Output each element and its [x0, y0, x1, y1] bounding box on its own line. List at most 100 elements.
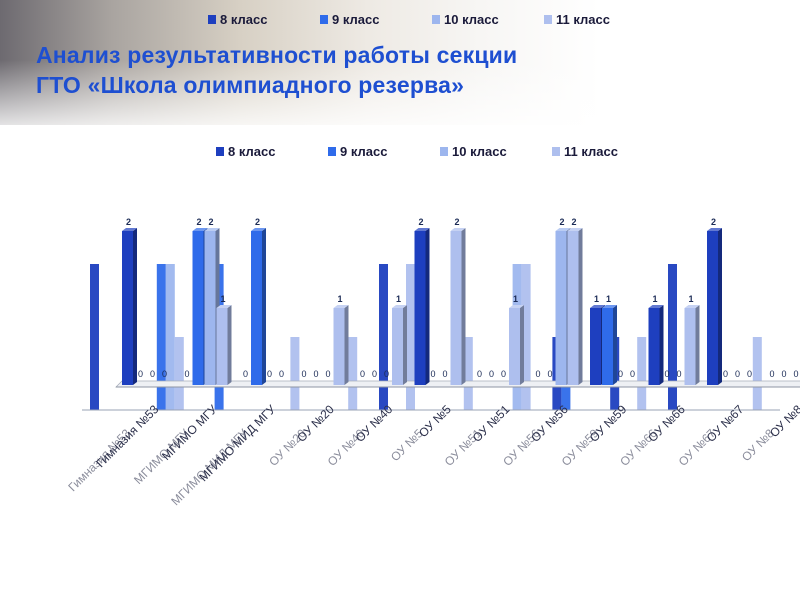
bar-top-2-3 [251, 228, 266, 231]
legend-middle-swatch-2 [328, 147, 336, 156]
data-label-3-1: 0 [150, 369, 155, 379]
x-tick-label-shadow-4: ОУ №20 [266, 426, 309, 469]
data-label-4-7: 1 [513, 294, 518, 304]
data-label-1-10: 1 [652, 294, 657, 304]
page-title: Анализ результативности работы секции ГТ… [36, 40, 776, 100]
bar-4-4 [333, 308, 345, 385]
bar-side-1-1 [133, 228, 137, 385]
bar-1-10 [648, 308, 660, 385]
legend-middle-label-2: 9 класс [340, 144, 387, 159]
data-label-2-10: 0 [664, 369, 669, 379]
bar-side-4-8 [578, 228, 583, 385]
bar-side-4-10 [695, 305, 700, 385]
data-label-1-11: 2 [711, 217, 716, 227]
data-label-3-9: 0 [618, 369, 623, 379]
ghost-bar-2-2 [156, 264, 166, 410]
data-label-1-6: 2 [418, 217, 423, 227]
x-tick-label-shadow-9: ОУ №59 [559, 426, 602, 469]
bar-3-8 [555, 231, 567, 385]
page-title-line-1: Анализ результативности работы секции [36, 42, 518, 68]
data-label-3-3: 0 [267, 369, 272, 379]
bar-top-4-2 [216, 305, 232, 308]
data-label-1-2: 0 [184, 369, 189, 379]
data-label-3-10: 0 [676, 369, 681, 379]
data-label-4-2: 1 [220, 294, 225, 304]
x-tick-label-shadow-5: ОУ №40 [325, 426, 368, 469]
bar-side-4-5 [403, 305, 407, 385]
data-label-3-12: 0 [793, 369, 798, 379]
bar-top-3-2 [204, 228, 220, 231]
legend-top-label-4: 11 класс [556, 12, 610, 27]
bar-1-6 [414, 231, 426, 385]
bar-top-4-8 [567, 228, 583, 231]
bar-side-1-11 [718, 228, 722, 385]
bar-side-1-10 [659, 305, 664, 385]
bar-side-2-9 [613, 305, 617, 385]
ghost-bar-1-11 [668, 264, 677, 410]
bar-4-10 [684, 308, 696, 385]
data-label-2-11: 0 [723, 369, 728, 379]
legend-top-swatch-3 [432, 15, 440, 24]
bar-2-9 [602, 308, 613, 385]
bar-side-4-4 [344, 305, 349, 385]
ghost-bar-1-6 [379, 264, 388, 410]
bar-top-4-7 [509, 305, 524, 308]
legend-middle-label-4: 11 класс [564, 144, 618, 159]
bar-2-3 [251, 231, 262, 385]
legend-top-swatch-4 [544, 15, 552, 24]
bar-side-1-6 [425, 228, 430, 385]
ghost-bar-4-6 [406, 264, 415, 410]
bar-4-2 [216, 308, 228, 385]
data-label-4-9: 0 [630, 369, 635, 379]
data-label-2-3: 2 [255, 217, 260, 227]
data-label-2-4: 0 [313, 369, 318, 379]
x-tick-label-shadow-10: ОУ №66 [617, 426, 660, 469]
ghost-bar-3-2 [165, 264, 175, 410]
data-label-1-1: 2 [126, 217, 131, 227]
bar-top-3-8 [555, 228, 571, 231]
data-label-3-6: 0 [442, 369, 447, 379]
chart-legend-top: 8 класс 9 класс 10 класс 11 класс [208, 12, 610, 27]
bar-top-4-6 [450, 228, 466, 231]
data-label-2-7: 0 [489, 369, 494, 379]
chart-legend-middle: 8 класс 9 класс 10 класс 11 класс [216, 144, 618, 159]
data-label-4-5: 1 [396, 294, 401, 304]
legend-middle-swatch-1 [216, 147, 224, 156]
bar-3-2 [204, 231, 216, 385]
ghost-bar-4-12 [752, 337, 762, 410]
bar-top-4-4 [333, 305, 349, 308]
bar-4-7 [509, 308, 520, 385]
bar-side-4-6 [461, 228, 466, 385]
data-label-4-11: 0 [747, 369, 752, 379]
data-label-1-5: 0 [360, 369, 365, 379]
x-tick-label-shadow-1: Гимназия №53 [65, 426, 133, 494]
data-label-2-2: 2 [196, 217, 201, 227]
ghost-bar-1-1 [90, 264, 99, 410]
bar-1-11 [707, 231, 718, 385]
data-label-4-8: 2 [571, 217, 576, 227]
x-tick-label-shadow-7: ОУ №51 [442, 426, 485, 469]
data-label-1-9: 1 [594, 294, 599, 304]
bar-side-4-7 [520, 305, 524, 385]
bar-side-4-2 [227, 305, 232, 385]
data-label-2-12: 0 [781, 369, 786, 379]
bar-top-2-2 [192, 228, 208, 231]
data-label-2-9: 1 [606, 294, 611, 304]
ghost-bar-4-4 [290, 337, 300, 410]
data-label-3-11: 0 [735, 369, 740, 379]
x-tick-label-shadow-11: ОУ №67 [676, 426, 719, 469]
ghost-bar-4-2 [174, 337, 184, 410]
data-label-4-10: 1 [688, 294, 693, 304]
ghost-bar-4-5 [348, 337, 358, 410]
bar-1-9 [590, 308, 601, 385]
x-tick-label-shadow-6: ОУ №5 [388, 426, 426, 464]
x-tick-label-shadow-8: ОУ №56 [500, 426, 543, 469]
data-label-3-8: 2 [559, 217, 564, 227]
chart-bars [122, 228, 722, 385]
x-tick-label-shadow-2: МГИМО МГУ [131, 426, 192, 487]
data-label-2-6: 0 [430, 369, 435, 379]
legend-top-label-2: 9 класс [332, 12, 379, 27]
